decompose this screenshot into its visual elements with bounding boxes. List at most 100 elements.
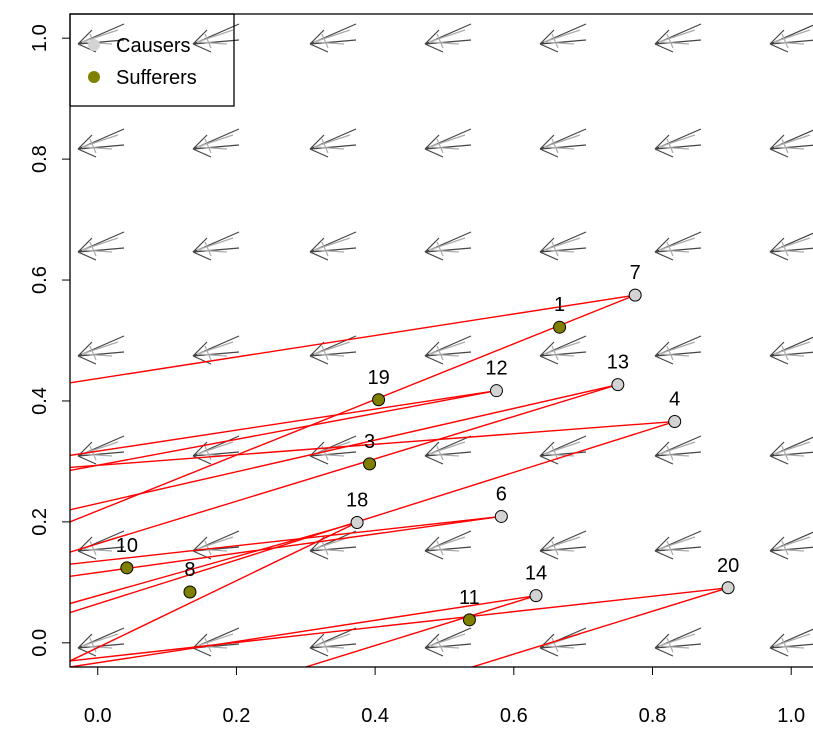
x-tick-label: 1.0: [777, 705, 805, 727]
point: [611, 378, 625, 392]
glyph-stroke: [773, 441, 811, 461]
y-tick-label: 0.8: [29, 145, 51, 173]
glyph-stroke: [192, 335, 240, 365]
point: [183, 585, 197, 599]
glyph-stroke: [428, 441, 466, 461]
point: [462, 613, 476, 627]
legend-marker: [88, 71, 100, 83]
glyph: [769, 436, 813, 465]
glyph-stroke: [773, 237, 811, 257]
glyph-stroke: [309, 627, 357, 657]
glyph-stroke: [196, 341, 234, 361]
glyph-stroke: [428, 536, 466, 556]
glyph-stroke: [192, 128, 240, 158]
link: [70, 420, 675, 469]
glyph-stroke: [769, 336, 813, 365]
x-tick-label: 0.0: [84, 705, 112, 727]
point-label: 12: [485, 358, 507, 380]
glyph-stroke: [654, 335, 702, 365]
glyph-stroke: [424, 23, 472, 53]
glyph-stroke: [309, 435, 357, 465]
plot-frame: [69, 13, 813, 668]
glyph-stroke: [539, 627, 587, 657]
y-tick-label: 1.0: [29, 24, 51, 52]
glyph: [424, 627, 472, 657]
glyph-stroke: [313, 341, 351, 361]
glyph: [769, 628, 813, 657]
point: [489, 384, 503, 398]
glyph-stroke: [543, 341, 581, 361]
glyph: [539, 128, 587, 158]
links: [70, 294, 729, 667]
y-tick-label: 0.0: [29, 629, 51, 657]
point: [494, 509, 508, 523]
glyph-stroke: [539, 128, 587, 158]
point: [363, 457, 377, 471]
glyph-stroke: [654, 435, 702, 465]
glyph-stroke: [424, 335, 472, 365]
glyph-stroke: [773, 536, 811, 556]
point-label: 20: [717, 555, 739, 577]
glyph-stroke: [543, 441, 581, 461]
point: [372, 393, 386, 407]
glyph-stroke: [424, 627, 472, 657]
point-label: 18: [346, 489, 368, 511]
x-tick-label: 0.8: [639, 705, 667, 727]
point: [721, 581, 735, 595]
glyph: [77, 435, 125, 465]
glyph-stroke: [81, 134, 119, 154]
link: [70, 389, 497, 472]
glyph: [769, 531, 813, 560]
legend-marker: [88, 39, 100, 51]
point: [350, 515, 364, 529]
glyph-stroke: [196, 237, 234, 257]
glyph: [424, 128, 472, 158]
y-tick-label: 0.2: [29, 508, 51, 536]
glyph: [77, 627, 125, 657]
glyph: [309, 231, 357, 261]
glyph-stroke: [192, 627, 240, 657]
glyph-stroke: [196, 134, 234, 154]
point-label: 7: [630, 262, 641, 284]
glyph-stroke: [654, 627, 702, 657]
link: [70, 515, 502, 565]
link: [70, 294, 636, 523]
glyph: [192, 231, 240, 261]
y-tick-label: 0.6: [29, 266, 51, 294]
glyph: [654, 23, 702, 53]
glyph-stroke: [77, 627, 125, 657]
glyph: [769, 232, 813, 261]
glyph-stroke: [192, 530, 240, 560]
glyph-stroke: [654, 530, 702, 560]
glyph-stroke: [77, 128, 125, 158]
link: [70, 521, 358, 605]
link: [471, 587, 729, 667]
glyph-stroke: [543, 237, 581, 257]
glyph: [192, 128, 240, 158]
x-tick-label: 0.6: [500, 705, 528, 727]
glyph: [77, 231, 125, 261]
glyph-stroke: [313, 134, 351, 154]
glyph-stroke: [81, 29, 119, 49]
glyph: [539, 335, 587, 365]
glyph-stroke: [309, 23, 357, 53]
point-label: 19: [367, 367, 389, 389]
glyph-stroke: [313, 441, 351, 461]
glyph-stroke: [192, 435, 240, 465]
link: [70, 420, 675, 614]
glyph-stroke: [309, 530, 357, 560]
glyph-stroke: [769, 232, 813, 261]
link: [70, 389, 497, 457]
glyph: [654, 335, 702, 365]
glyph: [654, 627, 702, 657]
legend: Causers Sufferers: [69, 13, 235, 107]
link: [70, 521, 358, 662]
glyph: [424, 335, 472, 365]
glyph-stroke: [77, 231, 125, 261]
glyph-stroke: [81, 633, 119, 653]
point: [553, 320, 567, 334]
glyph-stroke: [658, 237, 696, 257]
glyph-stroke: [654, 231, 702, 261]
glyph-stroke: [313, 536, 351, 556]
x-tick-label: 0.4: [361, 705, 389, 727]
